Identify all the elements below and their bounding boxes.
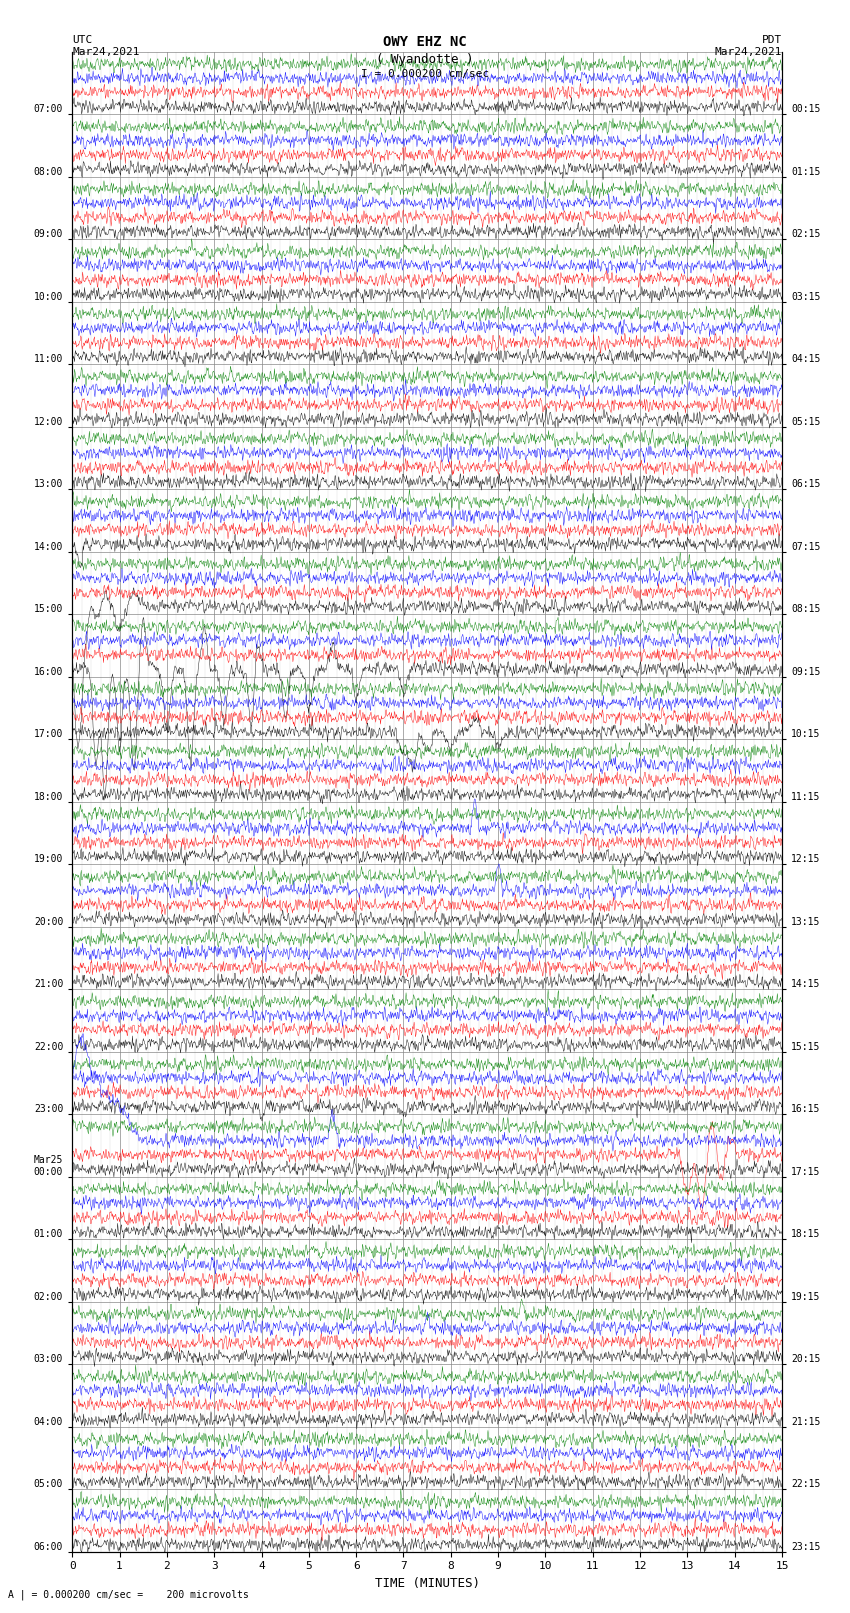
Text: A | = 0.000200 cm/sec =    200 microvolts: A | = 0.000200 cm/sec = 200 microvolts [8, 1589, 249, 1600]
Text: UTC
Mar24,2021: UTC Mar24,2021 [72, 35, 139, 56]
X-axis label: TIME (MINUTES): TIME (MINUTES) [375, 1578, 479, 1590]
Text: PDT
Mar24,2021: PDT Mar24,2021 [715, 35, 782, 56]
Text: ( Wyandotte ): ( Wyandotte ) [377, 53, 473, 66]
Text: OWY EHZ NC: OWY EHZ NC [383, 35, 467, 50]
Text: I = 0.000200 cm/sec: I = 0.000200 cm/sec [361, 69, 489, 79]
